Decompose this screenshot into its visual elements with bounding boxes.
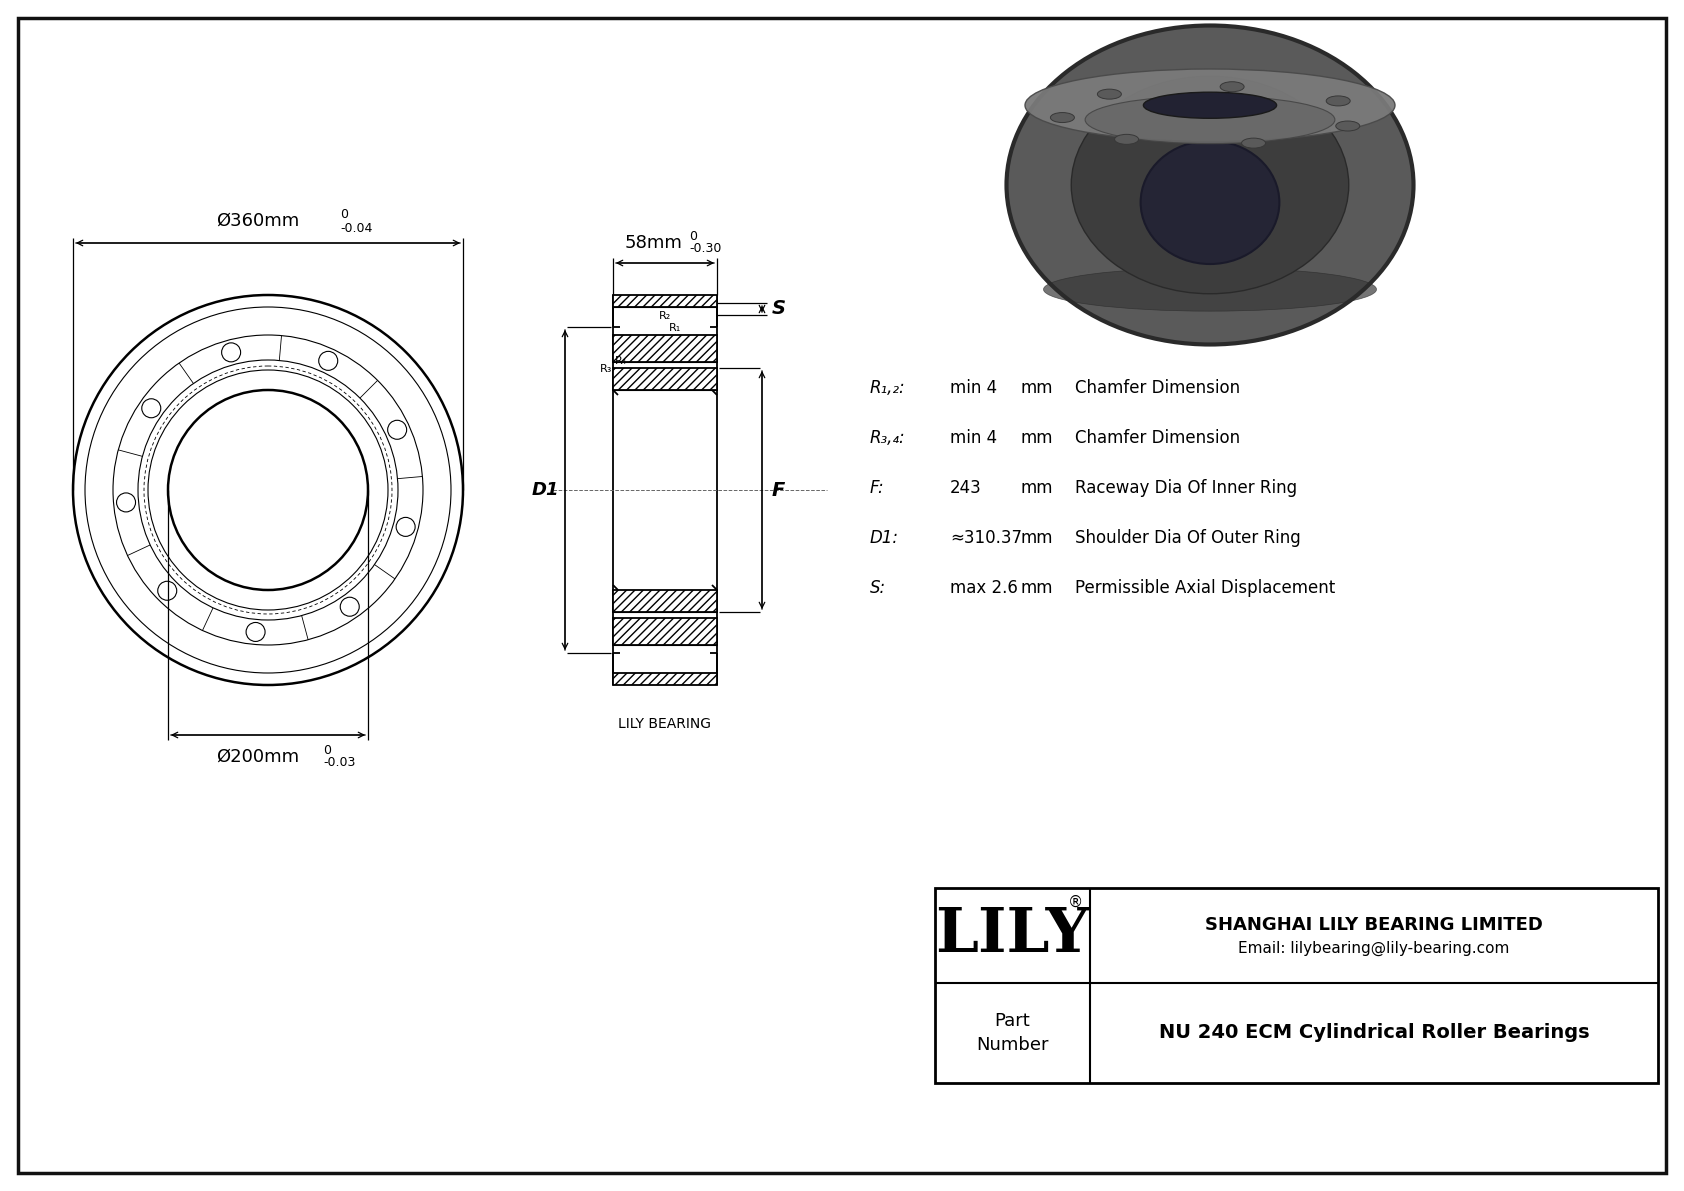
Ellipse shape	[1115, 135, 1138, 144]
Text: Raceway Dia Of Inner Ring: Raceway Dia Of Inner Ring	[1074, 479, 1297, 497]
Text: mm: mm	[1021, 479, 1052, 497]
Text: S:: S:	[871, 579, 886, 597]
Text: 0: 0	[689, 231, 697, 243]
Text: S: S	[771, 299, 786, 318]
Ellipse shape	[1241, 138, 1266, 148]
Text: D1: D1	[532, 481, 559, 499]
Ellipse shape	[1327, 96, 1351, 106]
Text: Permissible Axial Displacement: Permissible Axial Displacement	[1074, 579, 1335, 597]
Bar	[613, 618, 717, 646]
Ellipse shape	[1335, 121, 1359, 131]
Text: 243: 243	[950, 479, 982, 497]
Text: D1:: D1:	[871, 529, 899, 547]
Ellipse shape	[1221, 82, 1244, 92]
Text: mm: mm	[1021, 529, 1052, 547]
Text: -0.04: -0.04	[340, 222, 372, 235]
Ellipse shape	[1143, 92, 1276, 118]
Ellipse shape	[1098, 89, 1122, 99]
Text: min 4: min 4	[950, 379, 997, 397]
Ellipse shape	[1084, 95, 1335, 144]
Text: max 2.6: max 2.6	[950, 579, 1017, 597]
Text: Part
Number: Part Number	[977, 1011, 1049, 1054]
Ellipse shape	[1026, 69, 1394, 142]
Text: R₂: R₂	[658, 311, 672, 322]
Text: R₄: R₄	[615, 356, 626, 366]
Text: Ø360mm: Ø360mm	[216, 212, 300, 230]
Text: Email: lilybearing@lily-bearing.com: Email: lilybearing@lily-bearing.com	[1238, 941, 1509, 956]
Text: 0: 0	[323, 744, 332, 757]
Ellipse shape	[1007, 25, 1413, 344]
Ellipse shape	[1051, 113, 1074, 123]
Bar	[613, 335, 717, 362]
Ellipse shape	[1071, 76, 1349, 294]
Text: mm: mm	[1021, 429, 1052, 447]
Bar	[935, 888, 1659, 1083]
Ellipse shape	[1140, 141, 1280, 264]
Text: LILY BEARING: LILY BEARING	[618, 717, 712, 731]
Text: R₁,₂:: R₁,₂:	[871, 379, 906, 397]
Bar	[613, 295, 717, 307]
Text: -0.03: -0.03	[323, 756, 355, 769]
Text: mm: mm	[1021, 579, 1052, 597]
Text: R₃: R₃	[600, 364, 611, 374]
Ellipse shape	[1044, 268, 1376, 311]
Text: Shoulder Dia Of Outer Ring: Shoulder Dia Of Outer Ring	[1074, 529, 1300, 547]
Text: F: F	[771, 480, 785, 499]
Text: Chamfer Dimension: Chamfer Dimension	[1074, 429, 1239, 447]
Text: min 4: min 4	[950, 429, 997, 447]
Text: R₁: R₁	[669, 323, 682, 333]
Text: -0.30: -0.30	[689, 243, 721, 256]
Text: Chamfer Dimension: Chamfer Dimension	[1074, 379, 1239, 397]
Text: mm: mm	[1021, 379, 1052, 397]
Text: 58mm: 58mm	[625, 233, 682, 252]
Text: ≈310.37: ≈310.37	[950, 529, 1022, 547]
Text: SHANGHAI LILY BEARING LIMITED: SHANGHAI LILY BEARING LIMITED	[1206, 916, 1543, 934]
Bar	[613, 673, 717, 685]
Text: F:: F:	[871, 479, 884, 497]
Bar	[613, 590, 717, 612]
Text: Ø200mm: Ø200mm	[217, 748, 300, 766]
Text: LILY: LILY	[935, 905, 1090, 966]
Text: 0: 0	[340, 208, 349, 222]
Text: R₃,₄:: R₃,₄:	[871, 429, 906, 447]
Text: ®: ®	[1068, 894, 1083, 910]
Bar	[613, 368, 717, 389]
Text: NU 240 ECM Cylindrical Roller Bearings: NU 240 ECM Cylindrical Roller Bearings	[1159, 1023, 1590, 1042]
